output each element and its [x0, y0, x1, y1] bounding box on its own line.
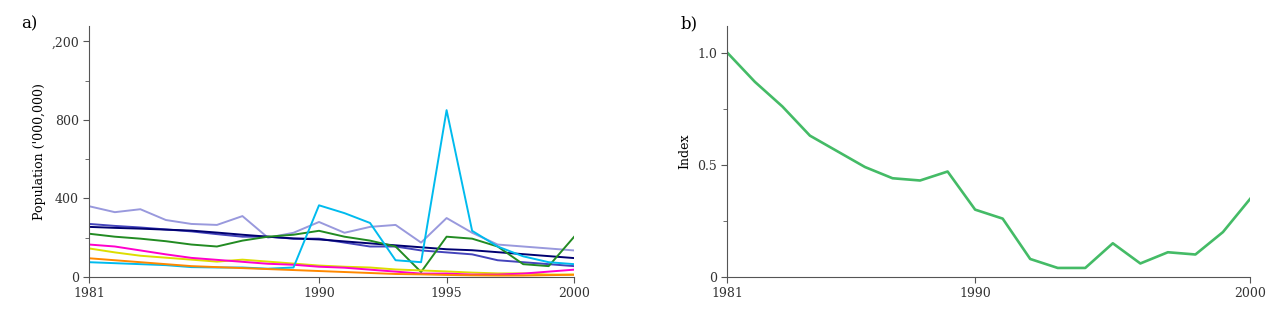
Text: b): b) — [680, 16, 698, 33]
Y-axis label: Population ('000,000): Population ('000,000) — [33, 83, 46, 220]
Text: a): a) — [22, 16, 38, 33]
Y-axis label: Index: Index — [679, 134, 692, 169]
